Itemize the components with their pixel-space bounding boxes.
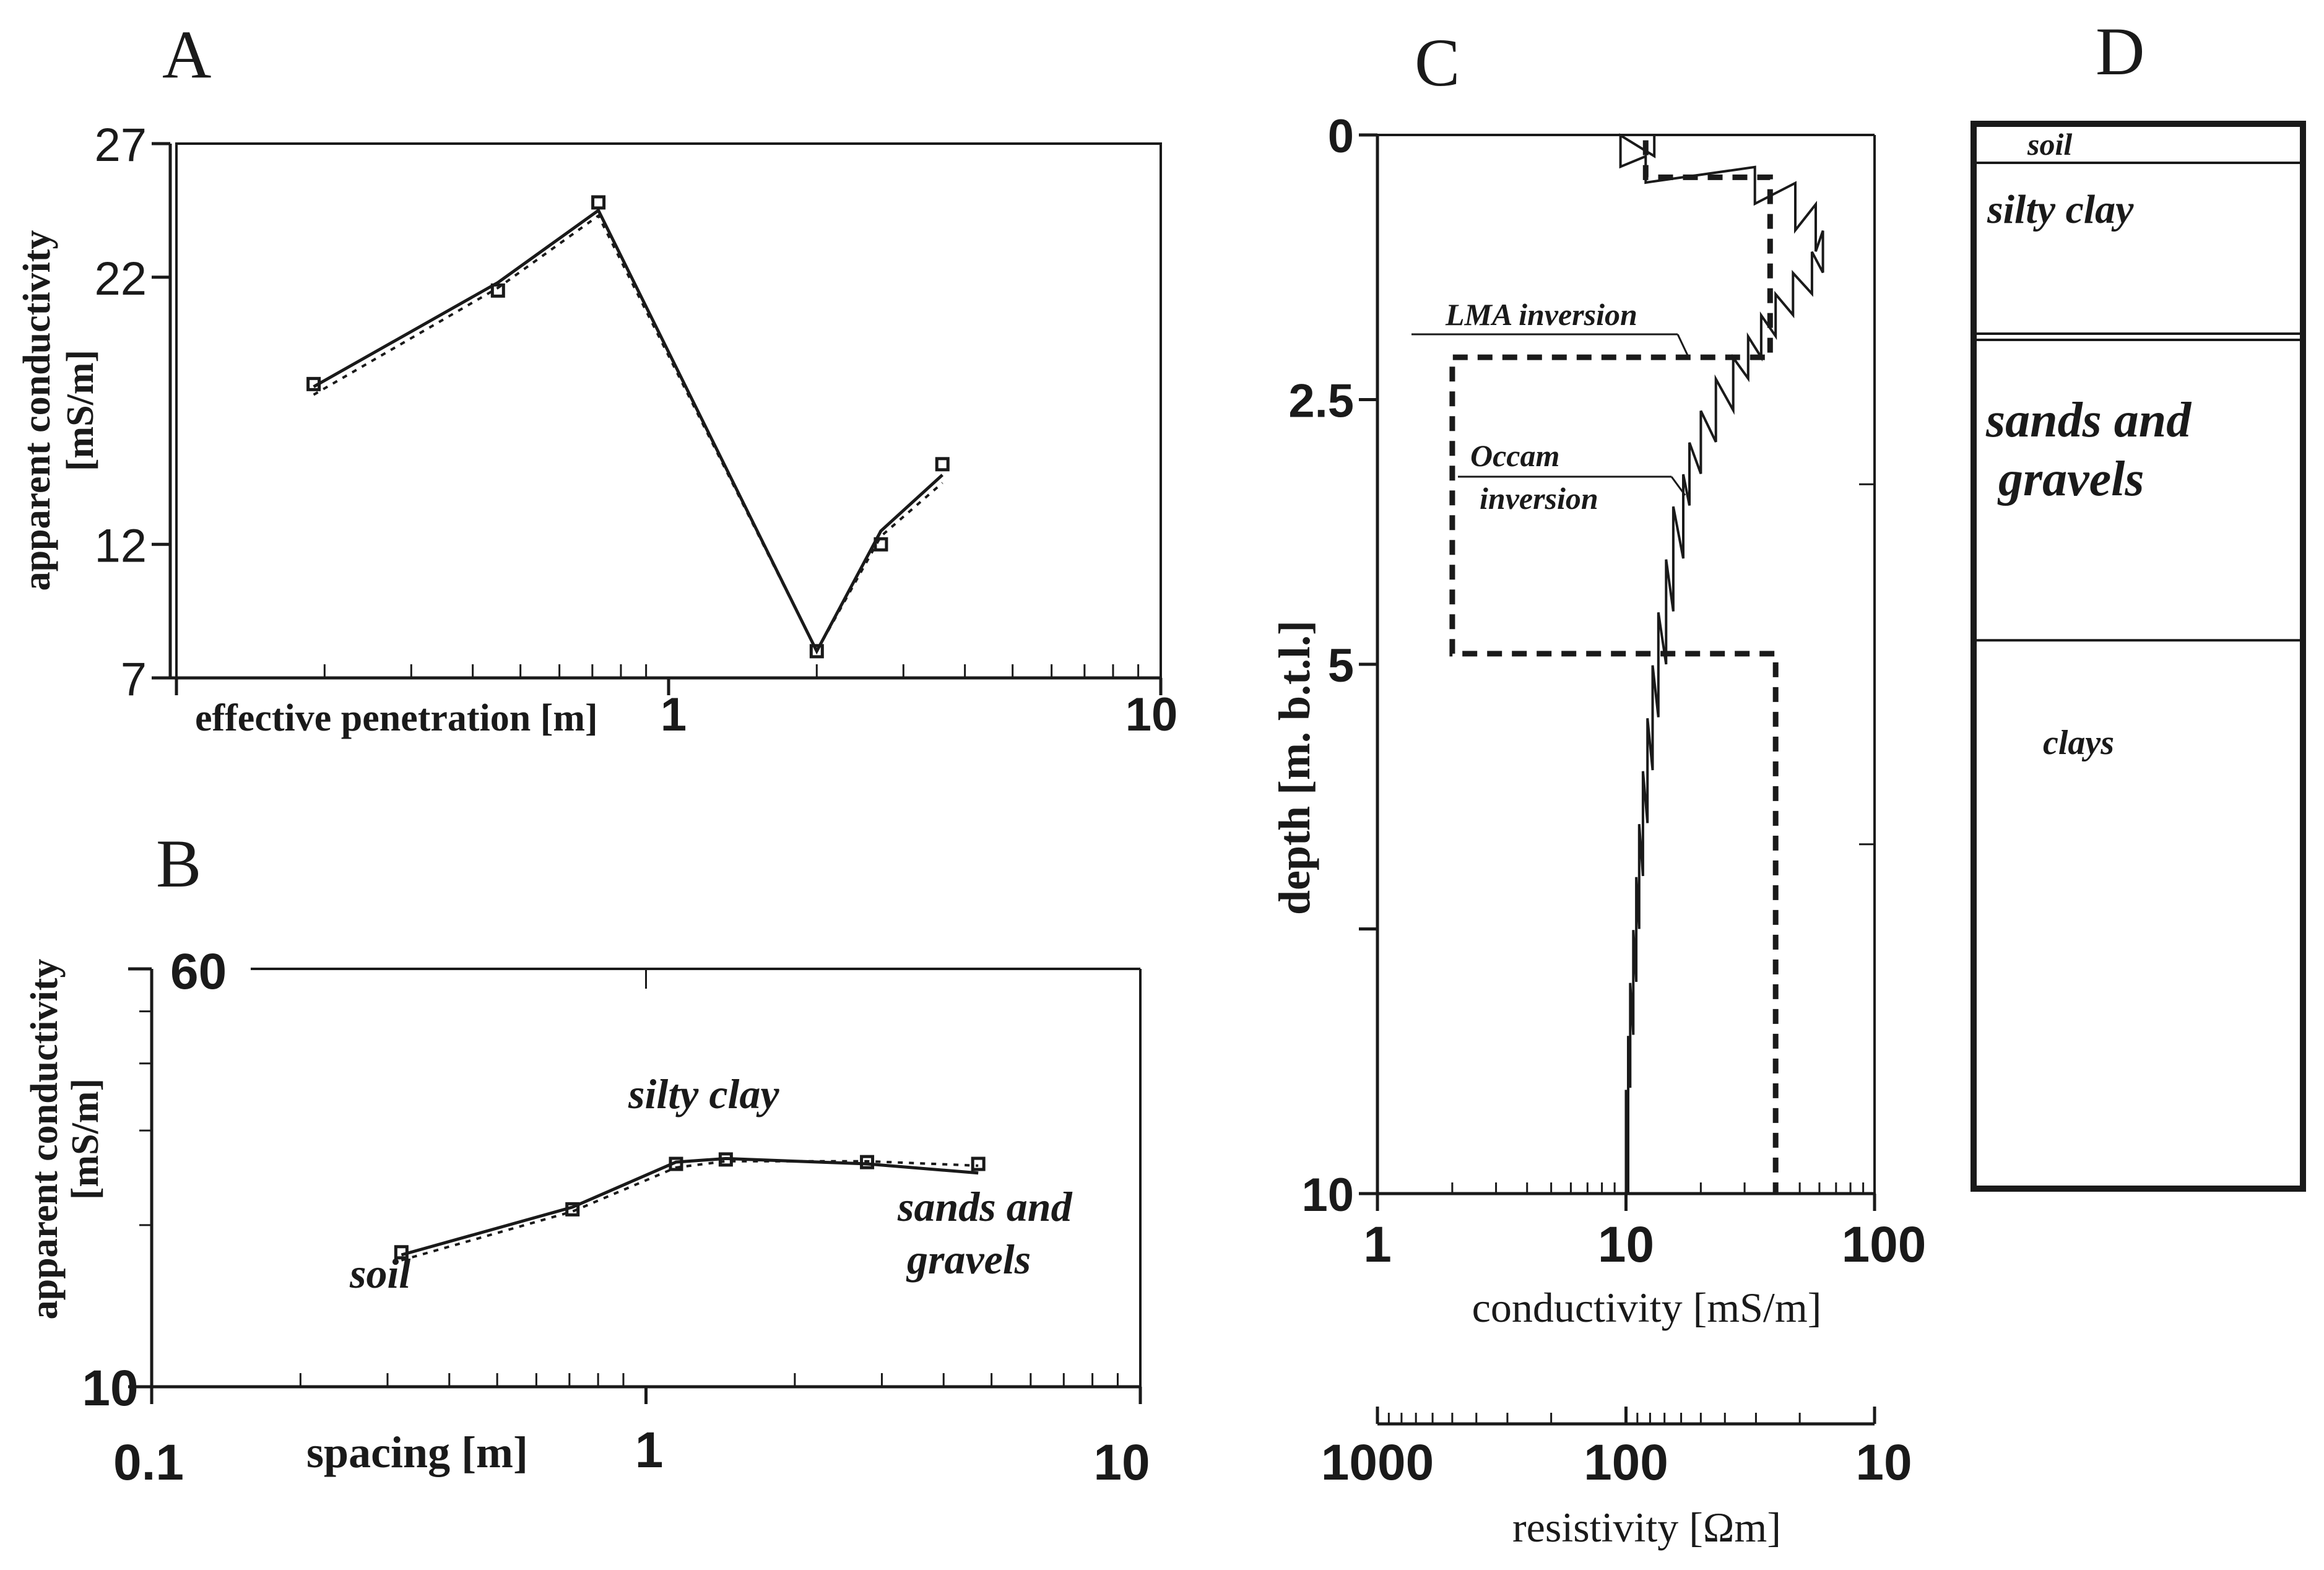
panel-a-frame (175, 142, 1162, 679)
panel-d-layer-label: soil (2027, 127, 2072, 162)
panel-b-annotation: gravels (906, 1236, 1031, 1283)
panel-c-annotation: inversion (1480, 481, 1598, 516)
panel-c-y-tick-label: 5 (1328, 640, 1354, 692)
panel-a-data-point (591, 195, 606, 210)
panel-a-x-tick-label: 1 (661, 688, 687, 741)
panel-b-series-dotted (401, 1160, 979, 1262)
panel-c-occam-curve (1619, 133, 1824, 1194)
panel-b-data-point (860, 1155, 875, 1169)
panel-a-y-axis-label: apparent conductivity (16, 230, 58, 591)
panel-a-series-dotted (313, 214, 943, 654)
panel-c-y-axis-label: depth [m. b.t.l.] (1270, 620, 1319, 915)
panel-a-data-point (490, 283, 505, 298)
panel-b-annotation: silty clay (628, 1070, 779, 1117)
panel-b-annotation: sands and (897, 1183, 1073, 1230)
panel-a-x-axis-label: effective penetration [m] (195, 697, 598, 739)
panel-d-column-frame (1971, 121, 2306, 1192)
panel-b-letter: B (156, 826, 201, 901)
panel-b-y-axis-label: apparent conductivity (24, 959, 66, 1320)
panel-c-resistivity-tick-label: 1000 (1321, 1434, 1434, 1491)
panel-a-series-line (313, 208, 943, 655)
panel-b-x-axis-label: spacing [m] (306, 1428, 528, 1477)
panel-c-letter: C (1415, 25, 1460, 100)
panel-d-layer-label: gravels (1997, 452, 2144, 506)
panel-b-y-axis-unit: [mS/m] (64, 1078, 106, 1200)
panel-a-y-tick-label: 22 (94, 253, 147, 305)
panel-b-y-tick-label: 60 (170, 943, 227, 1000)
panel-c-resistivity-axis-label: resistivity [Ωm] (1512, 1504, 1781, 1551)
panel-b-x-tick-label: 10 (1093, 1434, 1150, 1491)
panel-b-annotation: soil (349, 1250, 410, 1297)
panel-c-annotation: Occam (1470, 438, 1559, 473)
panel-c-lma-curve (1449, 140, 1779, 1194)
panel-b-data-point (971, 1156, 986, 1171)
panel-c-leader-line (1676, 334, 1690, 358)
panel-c-x-tick-label: 10 (1598, 1217, 1654, 1273)
panel-d-layer-label: clays (2043, 724, 2114, 762)
panel-a-y-tick-label: 7 (121, 653, 147, 706)
panel-b-series-line (401, 1156, 979, 1257)
panel-b-x-tick-label: 1 (635, 1422, 664, 1478)
panel-a-letter: A (162, 17, 211, 92)
panel-d-layer-label: sands and (1985, 393, 2192, 448)
panel-a-data-point (935, 457, 950, 472)
panel-c-annotation: LMA inversion (1445, 297, 1637, 332)
panel-d-layer-label: silty clay (1987, 187, 2134, 232)
panel-a-x-tick-label: 10 (1125, 688, 1178, 741)
panel-c-y-tick-label: 2.5 (1288, 375, 1354, 428)
panel-c-y-tick-label: 10 (1301, 1169, 1354, 1221)
panel-c-leader-line (1670, 476, 1686, 496)
panel-c-resistivity-tick-label: 100 (1584, 1434, 1668, 1491)
panel-d-letter: D (2096, 14, 2144, 89)
panel-c-resistivity-tick-label: 10 (1855, 1434, 1912, 1491)
panel-c-y-tick-label: 0 (1328, 110, 1354, 163)
panel-c-x-tick-label: 100 (1842, 1217, 1927, 1273)
panel-c-x-tick-label: 1 (1363, 1217, 1392, 1273)
panel-a-y-axis-unit: [mS/m] (59, 350, 102, 471)
panel-b-x-tick-label: 0.1 (113, 1434, 184, 1491)
panel-a-y-tick-label: 27 (94, 119, 147, 171)
panel-b-y-tick-label: 10 (82, 1360, 138, 1416)
panel-c-x-axis-label: conductivity [mS/m] (1472, 1284, 1822, 1331)
panel-a-y-tick-label: 12 (94, 519, 147, 572)
panel-a-data-point (809, 644, 824, 659)
